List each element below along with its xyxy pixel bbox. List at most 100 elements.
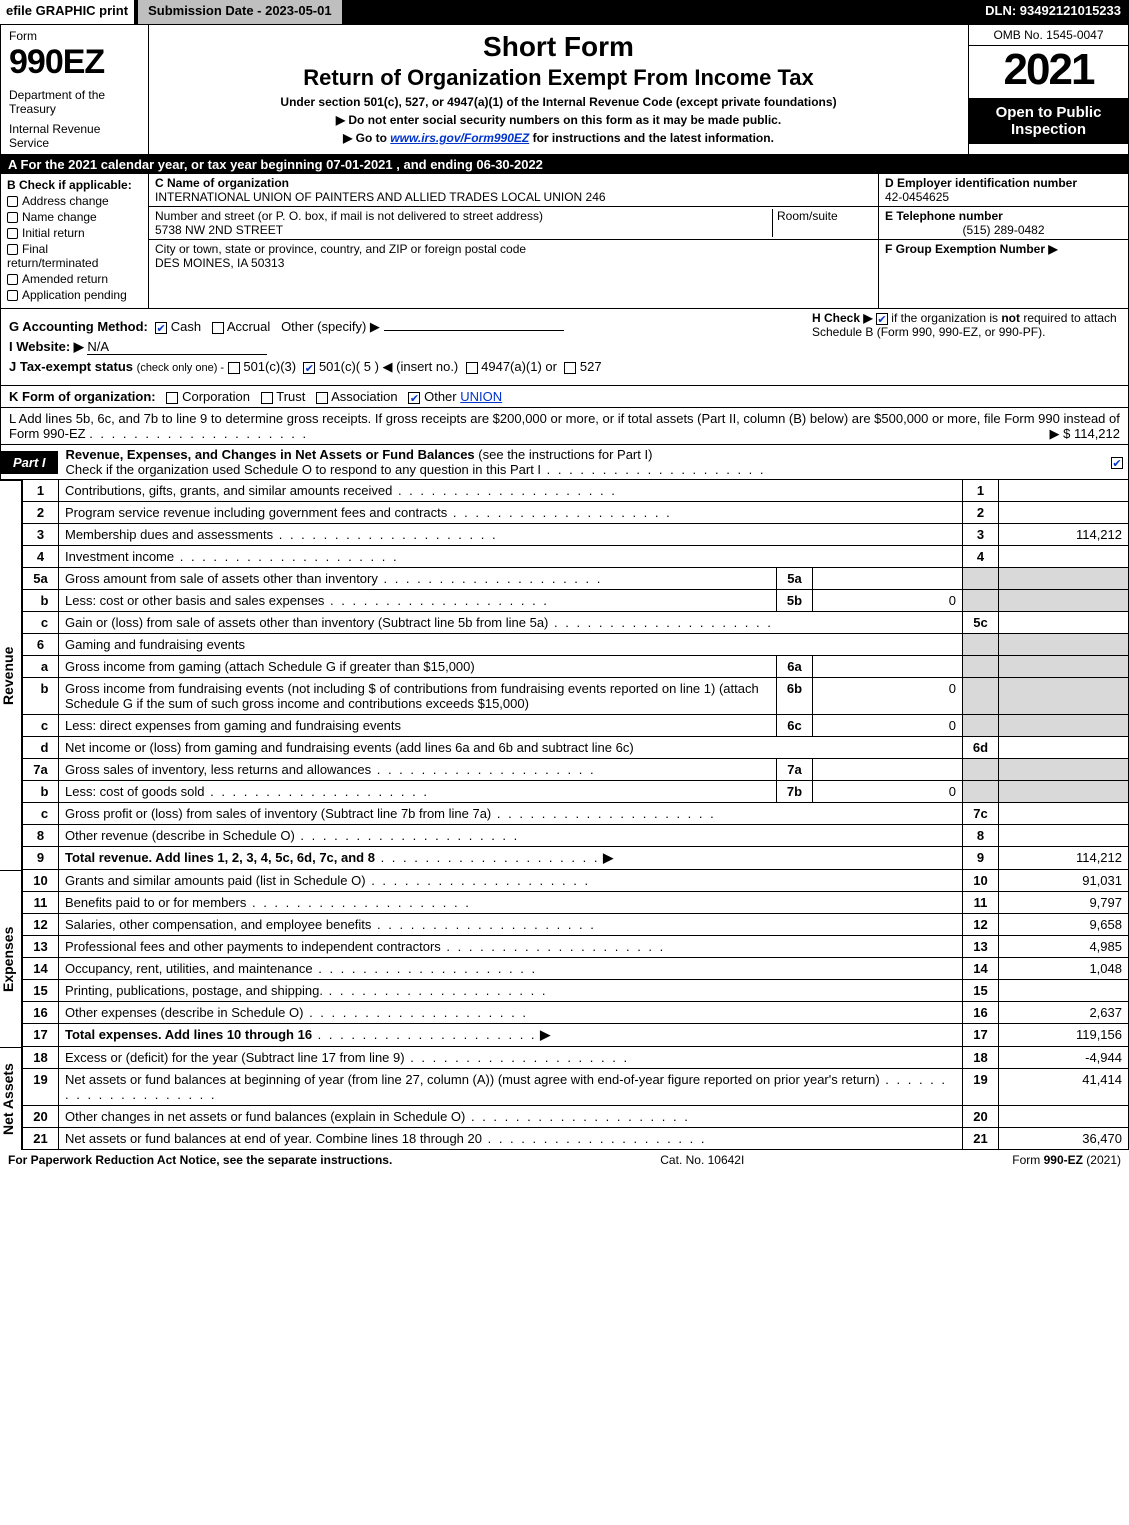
header-right: OMB No. 1545-0047 2021 Open to Public In… bbox=[968, 25, 1128, 154]
line-desc: Investment income bbox=[65, 549, 174, 564]
header-center: Short Form Return of Organization Exempt… bbox=[149, 25, 968, 154]
org-name: INTERNATIONAL UNION OF PAINTERS AND ALLI… bbox=[155, 190, 606, 204]
line-num: 6 bbox=[23, 634, 59, 656]
open-to-public: Open to Public Inspection bbox=[969, 98, 1128, 144]
line-rn: 1 bbox=[963, 480, 999, 502]
line-num: 3 bbox=[23, 524, 59, 546]
row-j: J Tax-exempt status (check only one) - 5… bbox=[9, 359, 1120, 375]
line-amt: 91,031 bbox=[999, 870, 1129, 892]
j-527-check[interactable] bbox=[564, 362, 576, 374]
netassets-section: Net Assets 18Excess or (deficit) for the… bbox=[0, 1047, 1129, 1150]
k-trust-check[interactable] bbox=[261, 392, 273, 404]
mini-label: 7a bbox=[777, 759, 813, 781]
check-amended-return[interactable]: Amended return bbox=[7, 272, 142, 286]
footer-right-suffix: (2021) bbox=[1083, 1153, 1121, 1167]
g-accrual-check[interactable] bbox=[212, 322, 224, 334]
omb-number: OMB No. 1545-0047 bbox=[969, 25, 1128, 46]
check-label: Amended return bbox=[22, 272, 108, 286]
j-4947-check[interactable] bbox=[466, 362, 478, 374]
line-amt: 114,212 bbox=[999, 847, 1129, 870]
k-assoc-check[interactable] bbox=[316, 392, 328, 404]
line-desc: Other revenue (describe in Schedule O) bbox=[65, 828, 295, 843]
h-checkbox[interactable]: ✔ bbox=[876, 313, 888, 325]
line-num: 11 bbox=[23, 892, 59, 914]
line-rn: 16 bbox=[963, 1002, 999, 1024]
mini-label: 6c bbox=[777, 715, 813, 737]
line-amt bbox=[999, 612, 1129, 634]
k-other-value[interactable]: UNION bbox=[460, 389, 502, 404]
line-desc: Net income or (loss) from gaming and fun… bbox=[65, 740, 634, 755]
g-cash-check[interactable]: ✔ bbox=[155, 322, 167, 334]
j-501c3-check[interactable] bbox=[228, 362, 240, 374]
line-num: 21 bbox=[23, 1128, 59, 1150]
line-num: 17 bbox=[23, 1024, 59, 1047]
expenses-section: Expenses 10Grants and similar amounts pa… bbox=[0, 870, 1129, 1047]
check-label: Initial return bbox=[22, 226, 85, 240]
g-other: Other (specify) ▶ bbox=[281, 319, 380, 334]
line-desc: Less: cost or other basis and sales expe… bbox=[65, 593, 324, 608]
line-desc: Benefits paid to or for members bbox=[65, 895, 246, 910]
line-num: c bbox=[23, 612, 59, 634]
line-num: 12 bbox=[23, 914, 59, 936]
note-goto-prefix: ▶ Go to bbox=[343, 131, 390, 145]
k-other-check[interactable]: ✔ bbox=[408, 392, 420, 404]
footer-right-form: 990-EZ bbox=[1044, 1153, 1083, 1167]
line-desc: Other changes in net assets or fund bala… bbox=[65, 1109, 465, 1124]
line-desc: Excess or (deficit) for the year (Subtra… bbox=[65, 1050, 405, 1065]
city-label: City or town, state or province, country… bbox=[155, 242, 526, 256]
g-other-input[interactable] bbox=[384, 330, 564, 331]
line-rn: 9 bbox=[963, 847, 999, 870]
check-application-pending[interactable]: Application pending bbox=[7, 288, 142, 302]
line-desc: Net assets or fund balances at end of ye… bbox=[65, 1131, 482, 1146]
header-left: Form 990EZ Department of the Treasury In… bbox=[1, 25, 149, 154]
part1-schedule-o-check[interactable]: ✔ bbox=[1111, 457, 1123, 469]
note-ssn: ▶ Do not enter social security numbers o… bbox=[159, 113, 958, 127]
efile-print-label[interactable]: efile GRAPHIC print bbox=[0, 0, 134, 24]
line-rn: 5c bbox=[963, 612, 999, 634]
form-number: 990EZ bbox=[9, 43, 140, 82]
expenses-table: 10Grants and similar amounts paid (list … bbox=[22, 870, 1129, 1047]
l-amount: ▶ $ 114,212 bbox=[1050, 426, 1120, 442]
mini-value: 0 bbox=[813, 590, 963, 612]
line-rn: 20 bbox=[963, 1106, 999, 1128]
irs-link[interactable]: www.irs.gov/Form990EZ bbox=[390, 131, 529, 145]
j-501c-check[interactable]: ✔ bbox=[303, 362, 315, 374]
website-value: N/A bbox=[87, 339, 267, 355]
k-label: K Form of organization: bbox=[9, 389, 156, 404]
line-amt bbox=[999, 825, 1129, 847]
form-label: Form bbox=[9, 29, 140, 43]
h-label: H Check ▶ bbox=[812, 311, 873, 325]
mini-label: 6a bbox=[777, 656, 813, 678]
box-b-header: B Check if applicable: bbox=[7, 178, 142, 192]
line-num: c bbox=[23, 803, 59, 825]
line-amt bbox=[999, 502, 1129, 524]
line-amt bbox=[999, 737, 1129, 759]
line-desc: Gain or (loss) from sale of assets other… bbox=[65, 615, 548, 630]
line-num: 1 bbox=[23, 480, 59, 502]
line-amt: 9,797 bbox=[999, 892, 1129, 914]
phone-value: (515) 289-0482 bbox=[885, 223, 1122, 237]
line-num: 14 bbox=[23, 958, 59, 980]
note-goto-suffix: for instructions and the latest informat… bbox=[533, 131, 774, 145]
check-address-change[interactable]: Address change bbox=[7, 194, 142, 208]
line-num: 2 bbox=[23, 502, 59, 524]
part1-title: Revenue, Expenses, and Changes in Net As… bbox=[58, 445, 1106, 479]
check-initial-return[interactable]: Initial return bbox=[7, 226, 142, 240]
k-corp: Corporation bbox=[182, 389, 250, 404]
line-desc: Gross income from fundraising events (no… bbox=[65, 681, 759, 711]
mini-label: 6b bbox=[777, 678, 813, 715]
line-num: d bbox=[23, 737, 59, 759]
line-desc: Professional fees and other payments to … bbox=[65, 939, 441, 954]
line-desc: Gross amount from sale of assets other t… bbox=[65, 571, 378, 586]
line-amt bbox=[999, 480, 1129, 502]
line-desc: Less: cost of goods sold bbox=[65, 784, 204, 799]
e-phone-label: E Telephone number bbox=[885, 209, 1003, 223]
line-rn: 21 bbox=[963, 1128, 999, 1150]
c-name-label: C Name of organization bbox=[155, 176, 289, 190]
line-desc: Net assets or fund balances at beginning… bbox=[65, 1072, 880, 1087]
check-final-return[interactable]: Final return/terminated bbox=[7, 242, 142, 270]
mini-value: 0 bbox=[813, 678, 963, 715]
check-name-change[interactable]: Name change bbox=[7, 210, 142, 224]
j-opt1: 501(c)(3) bbox=[243, 359, 296, 374]
k-corp-check[interactable] bbox=[166, 392, 178, 404]
